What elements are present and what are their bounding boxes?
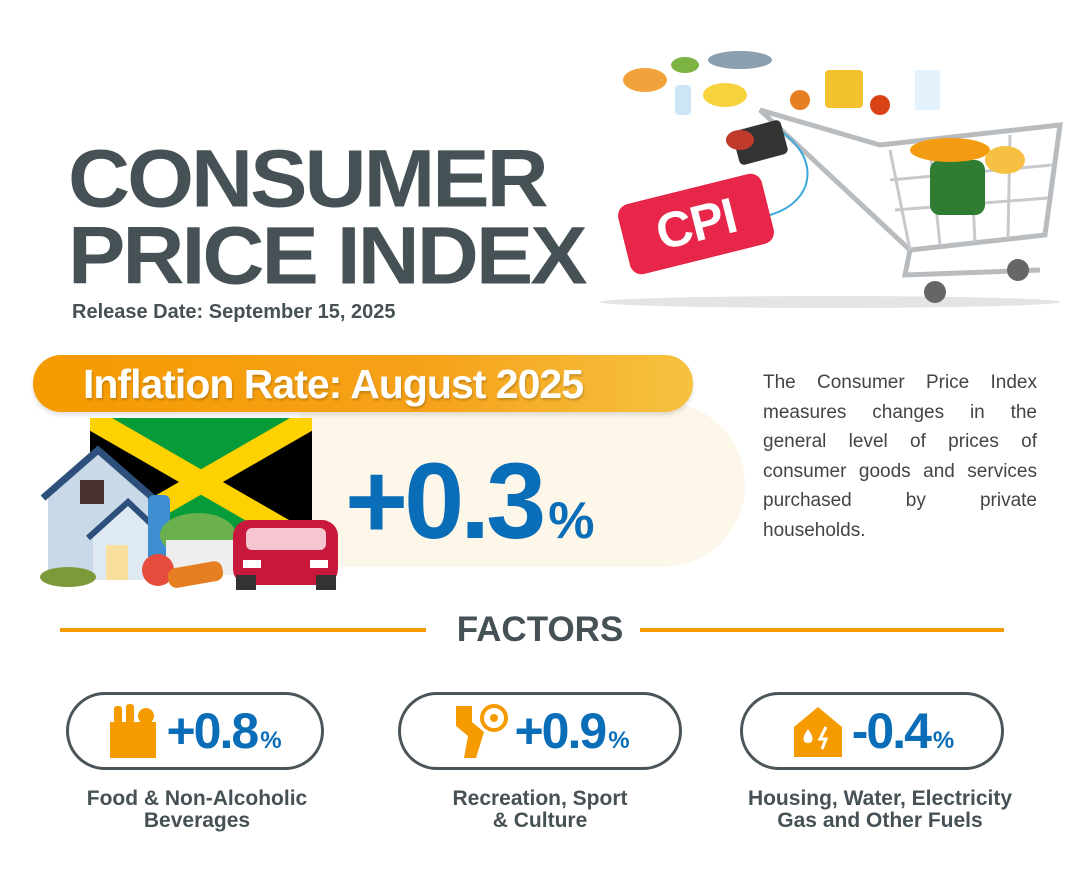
factor-label-food: Food & Non-Alcoholic Beverages [86, 787, 308, 832]
title-line-1: CONSUMER [68, 133, 549, 225]
release-date: Release Date: September 15, 2025 [72, 301, 396, 323]
factors-heading: FACTORS [456, 610, 624, 649]
divider-left [60, 628, 426, 632]
house-utilities-icon [793, 707, 842, 757]
sport-icon [456, 704, 509, 758]
factor-value: +0.9% [514, 703, 630, 759]
house-grocery-car-illustration [40, 445, 338, 590]
factor-label-recreation: Recreation, Sport & Culture [452, 787, 628, 832]
factor-value: -0.4% [851, 703, 955, 759]
factor-value: +0.8% [166, 703, 282, 759]
rate-background [300, 402, 745, 567]
inflation-rate-banner: Inflation Rate: August 2025 [33, 355, 693, 412]
factor-food: +0.8% [66, 692, 324, 770]
shopping-cart-illustration [600, 51, 1063, 308]
divider-right [640, 628, 1004, 632]
inflation-rate-value: +0.3% [345, 438, 594, 563]
factor-recreation: +0.9% [398, 692, 682, 770]
rate-number: +0.3 [345, 440, 546, 561]
factor-label-housing: Housing, Water, Electricity Gas and Other… [747, 787, 1013, 832]
grocery-bag-icon [110, 704, 157, 758]
cpi-description: The Consumer Price Index measures change… [763, 372, 1037, 541]
inflation-rate-label: Inflation Rate: August 2025 [83, 361, 584, 407]
rate-unit: % [548, 492, 595, 550]
factor-housing: -0.4% [740, 692, 1004, 770]
title-line-2: PRICE INDEX [68, 210, 588, 302]
